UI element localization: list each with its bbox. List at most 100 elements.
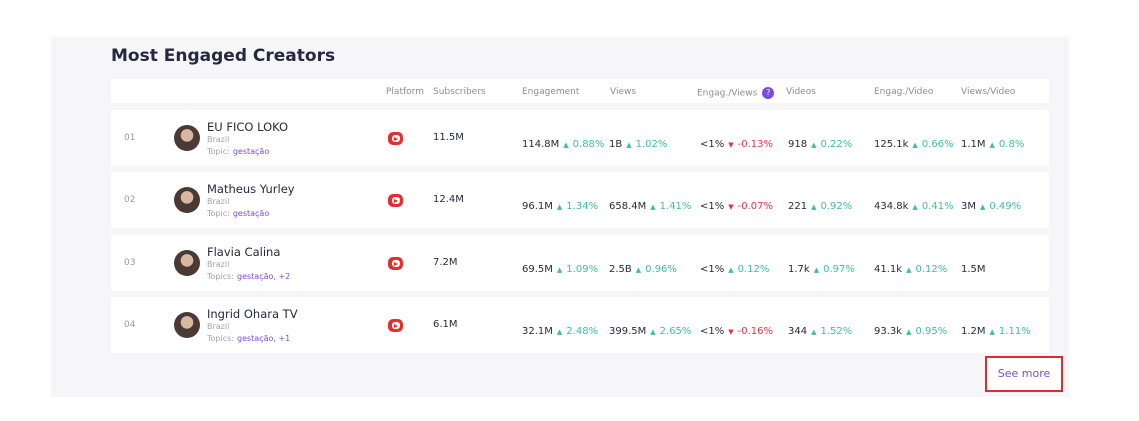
change-text: 1.11% <box>998 326 1031 337</box>
metric-value: <1% <box>700 139 725 150</box>
metric: 114.8M ▲ 0.88% <box>522 132 604 151</box>
metric-change: ▲ 0.96% <box>636 264 677 275</box>
metric-change: ▲ 1.02% <box>626 139 667 150</box>
column-header: Videos <box>786 87 816 97</box>
metric-value: 658.4M <box>609 201 647 212</box>
trend-arrow: ▲ <box>980 203 986 211</box>
column-header-text: Engag./Views <box>697 88 758 99</box>
metric-change: ▲ 0.12% <box>906 264 947 275</box>
metric-value: 1.7k <box>788 264 810 275</box>
metric: 918 ▲ 0.22% <box>788 132 852 151</box>
change-text: 1.52% <box>820 326 853 337</box>
topic-label: Topic: <box>207 147 230 156</box>
metric-value: 32.1M <box>522 326 553 337</box>
topic-label: Topics: <box>207 334 234 343</box>
country: Brazil <box>207 322 230 331</box>
column-header: Engagement <box>522 87 579 97</box>
youtube-icon <box>388 257 403 270</box>
subscribers: 11.5M <box>433 132 464 143</box>
metric: <1% ▼ -0.16% <box>700 319 773 338</box>
metric-value: 434.8k <box>874 201 909 212</box>
column-header: Engag./Views? <box>697 87 775 99</box>
metric-value: 69.5M <box>522 264 553 275</box>
trend-arrow: ▲ <box>563 141 569 149</box>
trend-arrow: ▲ <box>728 266 734 274</box>
metric-change: ▲ 1.11% <box>990 326 1031 337</box>
metric: 1.1M ▲ 0.8% <box>961 132 1024 151</box>
change-text: -0.13% <box>737 139 774 150</box>
metric-change: ▲ 1.52% <box>811 326 852 337</box>
column-header: Views/Video <box>961 87 1015 97</box>
topic-value[interactable]: gestação <box>232 147 270 156</box>
metric-change: ▲ 0.95% <box>906 326 947 337</box>
metric: <1% ▼ -0.13% <box>700 132 773 151</box>
metric: 32.1M ▲ 2.48% <box>522 319 598 338</box>
change-text: -0.16% <box>737 326 774 337</box>
topics: Topic: gestação <box>207 209 269 218</box>
metric-change: ▲ 0.49% <box>980 201 1021 212</box>
metric: 1.7k ▲ 0.97% <box>788 257 855 276</box>
metric: 41.1k ▲ 0.12% <box>874 257 947 276</box>
see-more-button[interactable]: See more <box>985 356 1063 392</box>
trend-arrow: ▲ <box>626 141 632 149</box>
change-text: 1.09% <box>566 264 599 275</box>
metric: 399.5M ▲ 2.65% <box>609 319 691 338</box>
trend-arrow: ▲ <box>912 141 918 149</box>
metric: 3M ▲ 0.49% <box>961 194 1021 213</box>
change-text: 0.88% <box>572 139 605 150</box>
metric-change: ▼ -0.13% <box>728 139 773 150</box>
country: Brazil <box>207 260 230 269</box>
metric-value: <1% <box>700 201 725 212</box>
trend-arrow: ▼ <box>728 141 734 149</box>
change-text: 1.34% <box>566 201 599 212</box>
metric: 93.3k ▲ 0.95% <box>874 319 947 338</box>
topic-value[interactable]: gestação, +2 <box>236 272 291 281</box>
trend-arrow: ▼ <box>728 203 734 211</box>
metric-change: ▲ 0.22% <box>811 139 852 150</box>
column-header-text: Views <box>610 87 637 97</box>
trend-arrow: ▲ <box>650 328 656 336</box>
metric-change: ▲ 0.12% <box>728 264 769 275</box>
change-text: 1.41% <box>659 201 692 212</box>
metric-value: 3M <box>961 201 976 212</box>
subscribers: 12.4M <box>433 194 464 205</box>
metric: 1.5M <box>961 257 986 276</box>
metric-change: ▲ 0.41% <box>912 201 953 212</box>
metric-change: ▲ 1.41% <box>650 201 691 212</box>
metric: 96.1M ▲ 1.34% <box>522 194 598 213</box>
rank: 04 <box>124 320 136 330</box>
metric: 1.2M ▲ 1.11% <box>961 319 1031 338</box>
change-text: -0.07% <box>737 201 774 212</box>
youtube-icon <box>388 194 403 207</box>
avatar <box>174 187 200 213</box>
topic-value[interactable]: gestação <box>232 209 270 218</box>
metric-change: ▲ 2.48% <box>557 326 598 337</box>
rank: 01 <box>124 133 136 143</box>
topics: Topics: gestação, +1 <box>207 334 290 343</box>
change-text: 0.22% <box>820 139 853 150</box>
metric-value: 1.5M <box>961 264 986 275</box>
topic-value[interactable]: gestação, +1 <box>236 334 291 343</box>
metric-value: 399.5M <box>609 326 647 337</box>
trend-arrow: ▲ <box>912 203 918 211</box>
trend-arrow: ▲ <box>906 328 912 336</box>
change-text: 2.65% <box>659 326 692 337</box>
metric-value: 344 <box>788 326 808 337</box>
topic-label: Topic: <box>207 209 230 218</box>
change-text: 0.96% <box>645 264 677 275</box>
metric-value: <1% <box>700 264 725 275</box>
trend-arrow: ▲ <box>906 266 912 274</box>
column-header-text: Views/Video <box>961 87 1016 97</box>
metric-change: ▲ 2.65% <box>650 326 691 337</box>
column-header-text: Engagement <box>522 87 580 97</box>
creator-name: Ingrid Ohara TV <box>207 307 298 321</box>
metric-change: ▼ -0.07% <box>728 201 773 212</box>
change-text: 0.92% <box>820 201 853 212</box>
metric-value: 221 <box>788 201 808 212</box>
change-text: 0.95% <box>915 326 948 337</box>
column-header: Views <box>610 87 636 97</box>
trend-arrow: ▲ <box>989 328 995 336</box>
metric: 69.5M ▲ 1.09% <box>522 257 598 276</box>
metric-value: 1B <box>609 139 623 150</box>
metric: <1% ▼ -0.07% <box>700 194 773 213</box>
